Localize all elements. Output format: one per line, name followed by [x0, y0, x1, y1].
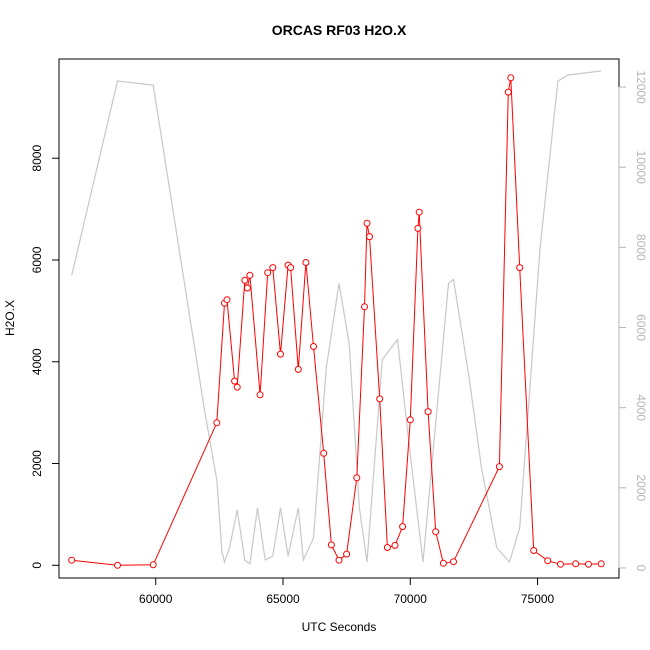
- data-point: [424, 408, 432, 416]
- data-point: [507, 74, 515, 82]
- data-point: [241, 276, 249, 284]
- primary-series-group: [68, 74, 605, 569]
- data-point: [246, 271, 254, 279]
- data-point: [233, 383, 241, 391]
- secondary-series-line: [71, 70, 602, 566]
- data-point: [406, 416, 414, 424]
- data-point: [343, 550, 351, 558]
- data-point: [68, 556, 76, 564]
- data-point: [353, 474, 361, 482]
- data-point: [391, 541, 399, 549]
- data-point: [243, 284, 251, 292]
- secondary-series-group: [71, 70, 602, 566]
- data-point: [516, 264, 524, 272]
- data-point: [327, 541, 335, 549]
- data-point: [544, 557, 552, 565]
- data-point: [277, 350, 284, 358]
- data-point: [585, 560, 592, 568]
- x-tick-label: 75000: [521, 592, 555, 606]
- data-point: [366, 233, 373, 241]
- data-point: [213, 419, 221, 427]
- data-point: [114, 561, 121, 569]
- x-axis: 60000 65000 70000 75000: [139, 577, 555, 606]
- data-point: [256, 391, 264, 399]
- data-point: [335, 556, 343, 564]
- data-point: [363, 219, 371, 227]
- data-point: [310, 343, 317, 350]
- y-axis-label: H2O.X: [3, 300, 17, 336]
- x-tick-label: 70000: [394, 592, 428, 606]
- data-point: [432, 528, 440, 536]
- data-point: [264, 269, 272, 277]
- data-point: [269, 264, 277, 272]
- y2-tick-label: 0: [634, 565, 648, 572]
- data-point: [302, 259, 310, 266]
- y-tick-label: 0: [30, 562, 44, 569]
- y-tick-label: 8000: [30, 145, 44, 172]
- data-point: [414, 224, 422, 232]
- data-point: [223, 296, 231, 304]
- data-point: [530, 547, 538, 554]
- data-point: [383, 544, 391, 551]
- data-point: [294, 365, 302, 373]
- data-point: [557, 560, 564, 568]
- data-point: [572, 560, 580, 568]
- data-point: [320, 449, 328, 457]
- data-point: [399, 523, 407, 531]
- data-point: [149, 561, 157, 569]
- data-point: [504, 88, 512, 96]
- x-tick-label: 60000: [139, 592, 173, 606]
- x-axis-label: UTC Seconds: [302, 620, 377, 634]
- data-point: [287, 264, 295, 272]
- data-point: [415, 208, 423, 216]
- data-point: [439, 559, 447, 567]
- y2-tick-label: 10000: [634, 151, 648, 185]
- y-tick-label: 6000: [30, 246, 44, 273]
- chart-title: ORCAS RF03 H2O.X: [272, 22, 407, 38]
- data-point: [597, 560, 605, 568]
- y2-tick-label: 2000: [634, 474, 648, 501]
- y-tick-label: 4000: [30, 348, 44, 375]
- data-point: [450, 558, 457, 566]
- y2-tick-label: 12000: [634, 70, 648, 104]
- y-tick-label: 2000: [30, 450, 44, 477]
- y2-tick-label: 6000: [634, 314, 648, 341]
- data-point: [361, 303, 368, 311]
- data-point: [231, 377, 239, 385]
- y2-tick-label: 8000: [634, 234, 648, 261]
- y2-tick-label: 4000: [634, 394, 648, 421]
- y-axis-left: 0 2000 4000 6000 8000: [30, 145, 60, 569]
- x-tick-label: 65000: [266, 592, 300, 606]
- y-axis-right: 0 2000 4000 6000 8000 10000 12000: [618, 70, 648, 572]
- data-point: [376, 395, 384, 403]
- data-point: [495, 463, 503, 471]
